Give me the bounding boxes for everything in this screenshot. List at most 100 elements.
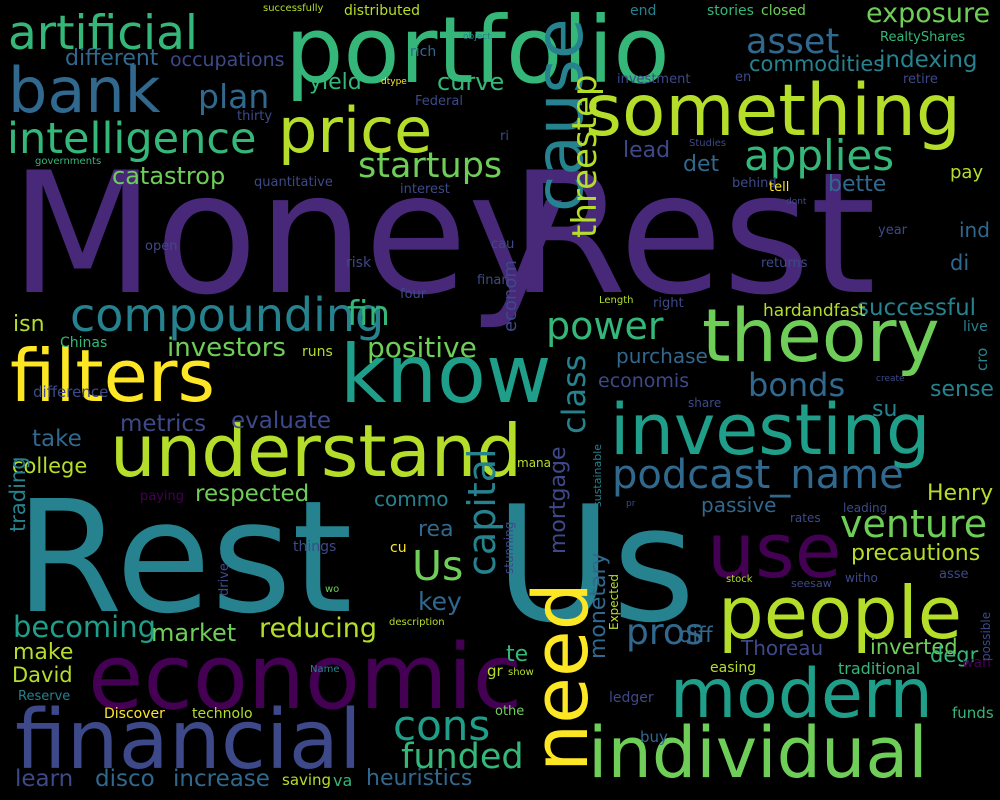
word-runs: runs bbox=[302, 344, 333, 360]
word-inverted: inverted bbox=[870, 635, 958, 659]
word-det: det bbox=[683, 152, 720, 177]
word-studies: Studies bbox=[689, 138, 727, 149]
word-investment: investment bbox=[617, 72, 691, 87]
word-thoreau: Thoreau bbox=[741, 636, 824, 660]
word-witho: witho bbox=[845, 571, 878, 585]
word-stunning: stunning bbox=[502, 521, 516, 574]
word-successful: successful bbox=[857, 295, 977, 321]
word-name: Name bbox=[310, 664, 340, 675]
word-us: Us bbox=[412, 542, 464, 590]
word-venture: venture bbox=[840, 502, 988, 546]
word-rest: Rest bbox=[15, 467, 353, 648]
word-expected: Expected bbox=[607, 574, 621, 630]
word-retire: retire bbox=[903, 72, 938, 87]
word-becoming: becoming bbox=[13, 610, 157, 644]
word-learn: learn bbox=[15, 766, 74, 792]
word-use: use bbox=[707, 506, 842, 595]
word-filters: filters bbox=[10, 334, 215, 418]
word-buy: buy bbox=[640, 728, 668, 746]
word-four: four bbox=[400, 287, 427, 302]
word-people: people bbox=[718, 571, 963, 655]
word-catastrop: catastrop bbox=[112, 162, 226, 190]
word-pros: pros bbox=[626, 612, 704, 653]
word-trading: trading bbox=[6, 456, 30, 532]
word-purchase: purchase bbox=[616, 344, 708, 368]
word-cons: cons bbox=[393, 701, 491, 750]
word-mana: mana bbox=[517, 456, 552, 470]
word-asse: asse bbox=[939, 567, 969, 582]
word-seesaw: seesaw bbox=[791, 577, 832, 590]
word-leading: leading bbox=[843, 501, 888, 515]
word-something: something bbox=[585, 69, 961, 152]
word-behind: behind bbox=[732, 176, 777, 191]
word-reducing: reducing bbox=[259, 613, 377, 644]
word-su: su bbox=[872, 397, 898, 422]
word-hardandfast: hardandfast bbox=[763, 301, 866, 321]
word-bank: bank bbox=[8, 54, 161, 127]
word-ind: ind bbox=[959, 218, 990, 242]
word-realtyshares: RealtyShares bbox=[880, 30, 966, 45]
word-diff: diff bbox=[679, 623, 713, 647]
word-investors: investors bbox=[167, 333, 286, 363]
word-financial: financial bbox=[15, 693, 362, 788]
word-respected: respected bbox=[195, 481, 310, 507]
word-open: open bbox=[145, 239, 178, 254]
word-paying: paying bbox=[140, 489, 185, 504]
word-funded: funded bbox=[401, 737, 524, 777]
word-va: va bbox=[333, 771, 353, 790]
word-successfully: successfully bbox=[263, 3, 324, 14]
word-disco: disco bbox=[95, 766, 155, 792]
word-end: end bbox=[630, 3, 657, 19]
word-know: know bbox=[340, 328, 552, 421]
word-rest: Rest bbox=[510, 136, 876, 332]
word-college: college bbox=[12, 454, 88, 478]
word-investing: investing bbox=[610, 389, 931, 471]
word-finan: finan bbox=[477, 273, 510, 288]
word-econom: econom bbox=[500, 260, 521, 332]
word-tell: tell bbox=[769, 180, 790, 195]
word-easing: easing bbox=[710, 660, 757, 676]
word-make: make bbox=[13, 640, 74, 665]
word-economis: economis bbox=[598, 370, 690, 392]
word-reserve: Reserve bbox=[18, 689, 71, 704]
word-curve: curve bbox=[437, 68, 505, 96]
word-key: key bbox=[418, 587, 462, 616]
word-david: David bbox=[12, 663, 73, 687]
word-gr: gr bbox=[487, 662, 503, 680]
word-compounding: compounding bbox=[70, 288, 385, 342]
word-evaluate: evaluate bbox=[231, 408, 332, 434]
word-passive: passive bbox=[701, 493, 777, 517]
word-technolo: technolo bbox=[192, 706, 253, 722]
word-commodities: commodities bbox=[749, 52, 885, 76]
word-pr: pr bbox=[626, 499, 636, 509]
word-object: object bbox=[463, 32, 491, 42]
word-economic: economic bbox=[88, 625, 523, 730]
word-length: Length bbox=[599, 295, 634, 306]
word-metrics: metrics bbox=[120, 411, 207, 437]
word-saving: saving bbox=[282, 771, 332, 789]
word-bonds: bonds bbox=[748, 366, 846, 404]
word-live: live bbox=[963, 319, 988, 335]
word-price: price bbox=[278, 94, 433, 167]
word-heuristics: heuristics bbox=[366, 766, 473, 791]
word-modern: modern bbox=[670, 655, 933, 734]
word-artificial: artificial bbox=[8, 6, 198, 61]
word-year: year bbox=[878, 223, 908, 238]
word-precautions: precautions bbox=[851, 541, 981, 566]
word-ri: ri bbox=[500, 129, 509, 144]
word-intelligence: intelligence bbox=[7, 114, 257, 164]
word-us: Us bbox=[495, 471, 696, 658]
word-discover: Discover bbox=[104, 706, 165, 722]
word-bette: bette bbox=[828, 172, 887, 197]
word-henry: Henry bbox=[927, 481, 994, 506]
word-isn: isn bbox=[13, 312, 45, 337]
word-threestep: threestep bbox=[565, 74, 605, 239]
word-startups: startups bbox=[358, 146, 503, 186]
word-othe: othe bbox=[495, 704, 525, 719]
word-dont: dont bbox=[786, 197, 807, 207]
word-share: share bbox=[688, 396, 722, 410]
word-governments: governments bbox=[35, 156, 102, 167]
word-right: right bbox=[653, 296, 684, 311]
word-en: en bbox=[735, 70, 752, 85]
